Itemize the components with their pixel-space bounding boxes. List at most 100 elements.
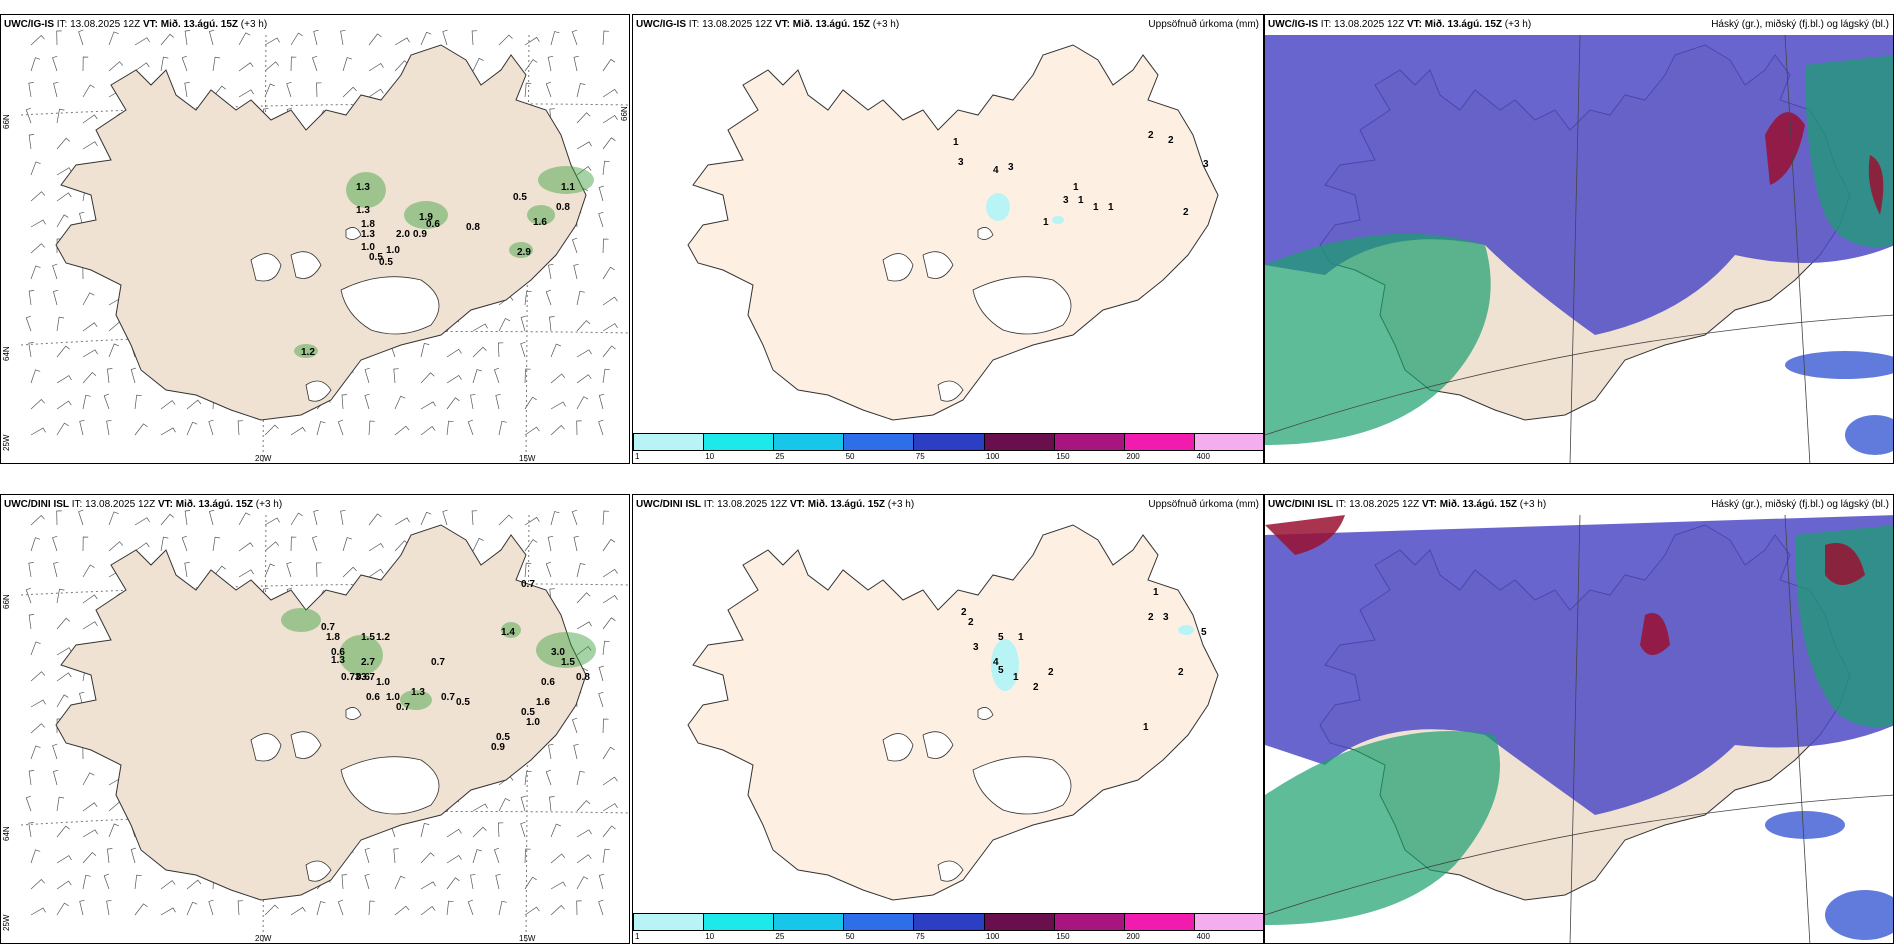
colorbar-swatch xyxy=(914,434,985,450)
wind-barb xyxy=(28,82,34,98)
colorbar-swatch xyxy=(704,914,775,930)
wind-barb xyxy=(524,396,537,410)
value-label: 1.0 xyxy=(526,717,540,728)
wind-barb xyxy=(107,368,113,384)
value-label: 0.8 xyxy=(466,222,480,233)
wind-barb xyxy=(79,899,85,916)
value-label: 3.0 xyxy=(551,647,565,658)
value-label: 1 xyxy=(1143,722,1149,733)
glacier xyxy=(937,380,964,402)
wind-barb xyxy=(28,134,35,150)
wind-barb xyxy=(82,349,98,358)
wind-barb xyxy=(316,82,322,98)
wind-barb xyxy=(184,30,191,46)
wind-barb xyxy=(576,166,592,176)
mid-cloud-layer xyxy=(1265,35,1893,335)
lat-label-64: 64N xyxy=(2,346,11,361)
mid-cloud-layer xyxy=(1265,515,1893,815)
wind-barb xyxy=(237,900,244,916)
wind-barb xyxy=(524,848,531,864)
wind-barb xyxy=(30,265,41,280)
glacier xyxy=(290,251,322,279)
wind-barb xyxy=(598,419,604,436)
wind-barb xyxy=(472,537,484,552)
wind-barb xyxy=(550,401,566,410)
wind-barb xyxy=(56,588,65,604)
colorbar-tick: 25 xyxy=(775,932,785,941)
wind-barb xyxy=(420,372,435,384)
panel-clouds-r1: UWC/IG-IS IT: 13.08.2025 12Z VT: Mið. 13… xyxy=(1264,14,1894,464)
wind-barb xyxy=(30,907,46,916)
wind-barb xyxy=(550,373,566,384)
wind-barb xyxy=(524,906,540,916)
wind-barb xyxy=(368,88,384,98)
wind-barb xyxy=(264,424,279,436)
wind-barb xyxy=(78,29,84,46)
wind-barb xyxy=(30,369,41,384)
value-label: 0.5 xyxy=(496,732,510,743)
wind-barb xyxy=(524,290,532,306)
wind-barb xyxy=(30,699,46,708)
wind-barb xyxy=(598,873,605,890)
wind-barb xyxy=(602,510,609,526)
wind-barb xyxy=(238,512,251,526)
wind-barb xyxy=(576,82,586,98)
wind-barb xyxy=(498,34,513,46)
value-label: 3 xyxy=(1063,195,1069,206)
wind-barb xyxy=(25,587,32,604)
wind-barb xyxy=(545,769,552,786)
wind-barb xyxy=(576,854,592,864)
wind-barb xyxy=(286,561,292,578)
wind-barb xyxy=(549,316,555,332)
low-cloud-patches xyxy=(1765,811,1893,940)
wind-barb xyxy=(442,509,448,526)
wind-barb xyxy=(30,191,46,202)
cumulus-areas xyxy=(1765,112,1884,215)
high-cloud-layer xyxy=(1265,731,1500,925)
wind-barb xyxy=(524,770,532,786)
wind-barb xyxy=(264,83,275,98)
wind-barb xyxy=(264,563,275,578)
wind-barb xyxy=(341,874,348,890)
wind-barb xyxy=(598,691,604,708)
glacier xyxy=(882,733,914,762)
value-label: 1 xyxy=(1043,217,1049,228)
wind-barb xyxy=(524,36,540,46)
wind-barb xyxy=(311,55,318,72)
wind-barb xyxy=(56,192,72,202)
wind-barb xyxy=(472,57,484,72)
glaciers xyxy=(250,227,440,402)
wind-barb xyxy=(602,238,609,254)
wind-barb xyxy=(420,426,436,436)
colorbar-tick: 400 xyxy=(1196,932,1210,941)
wind-barb xyxy=(420,906,436,916)
glaciers xyxy=(250,707,440,882)
value-label: 1.5 xyxy=(361,632,375,643)
wind-barb xyxy=(576,320,591,332)
wind-barb xyxy=(342,537,353,552)
wind-barb xyxy=(394,875,406,890)
wind-barb xyxy=(602,617,616,630)
wind-barb xyxy=(493,367,500,384)
panel-header: UWC/IG-IS IT: 13.08.2025 12Z VT: Mið. 13… xyxy=(1268,19,1532,30)
iceland-landmass xyxy=(55,524,587,901)
wind-barb xyxy=(420,401,436,410)
wind-barb xyxy=(53,81,59,98)
wind-barb xyxy=(184,510,191,526)
wind-barb xyxy=(290,32,303,46)
wind-barb xyxy=(103,873,110,890)
cloud-map-r1 xyxy=(1265,34,1893,463)
wind-barb xyxy=(290,906,306,916)
wind-barb xyxy=(602,323,618,332)
wind-barb xyxy=(82,141,98,150)
colorbar-swatch xyxy=(844,434,915,450)
wind-barb xyxy=(550,343,562,358)
wind-barb xyxy=(420,852,435,864)
value-label: 1 xyxy=(1153,587,1159,598)
value-label: 0.7 xyxy=(321,622,335,633)
wind-barb xyxy=(108,61,124,72)
wind-barb xyxy=(497,342,504,358)
wind-barb xyxy=(524,562,532,578)
wind-barb xyxy=(208,419,214,436)
wind-barb xyxy=(238,569,254,578)
